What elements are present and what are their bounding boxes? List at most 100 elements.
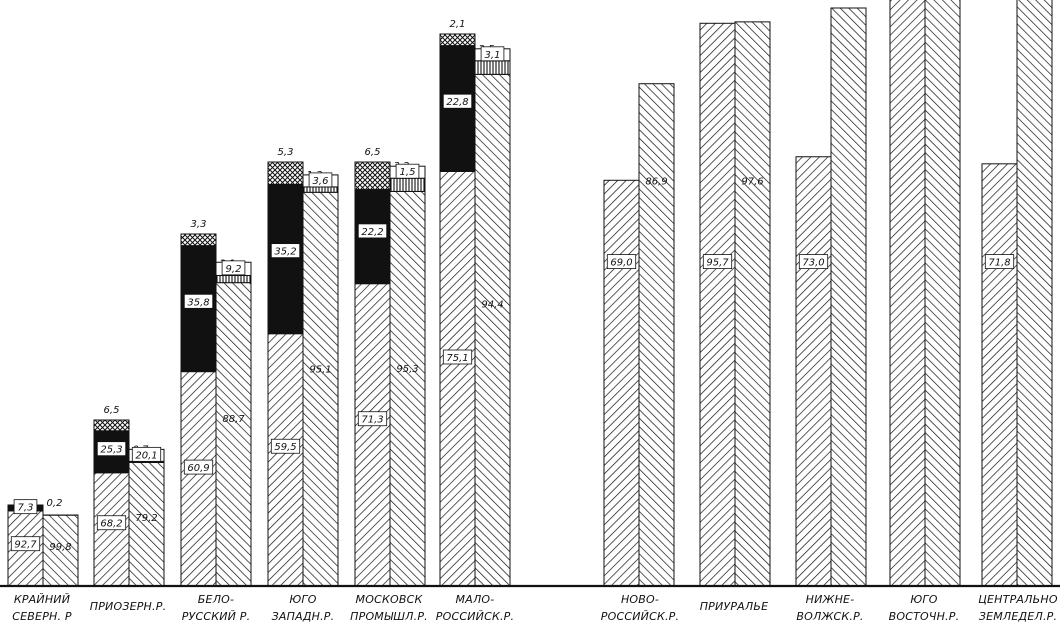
category-label: РОССИЙСК.Р. (436, 610, 514, 623)
category-label: КРАЙНИЙ (14, 593, 70, 606)
bar-value-label-box (606, 254, 637, 270)
bar-left-segment (180, 233, 217, 247)
category-label: СЕВЕРН. Р (12, 610, 72, 623)
bar-value-label: 2,1 (450, 19, 466, 30)
bar-value-label: 92,7 (14, 540, 37, 551)
bar-value-label-box (96, 441, 127, 457)
bar-value-label: 3,1 (485, 50, 501, 61)
bar-value-label-box (798, 254, 829, 270)
bar-value-label: 60,9 (187, 463, 209, 474)
bar-left-segment (354, 161, 391, 191)
bar-right-segment (302, 186, 339, 193)
bar-value-label: 22,8 (446, 97, 468, 108)
bar-value-label-box (221, 260, 246, 276)
bar-value-label: 3,6 (313, 176, 329, 187)
bar-value-label: 25,3 (100, 445, 122, 456)
category-label: ЗЕМЛЕДЕЛ.Р. (979, 610, 1057, 623)
bar-value-label: 6,5 (104, 405, 120, 416)
bar-right-segment (389, 190, 426, 587)
bar-value-label: 99,8 (49, 542, 71, 553)
bar-right-segment (830, 7, 867, 587)
bar-pair: 71,322,26,595,33,21,5 (354, 147, 426, 587)
category-label: НОВО- (621, 593, 659, 606)
bar-value-label: 5,3 (278, 147, 294, 158)
bar-pair: 69,0 86,9 (603, 83, 675, 587)
bar-value-label: 94,4 (481, 300, 503, 311)
bar-value-label-box (10, 536, 41, 552)
bar-right-segment (1016, 0, 1053, 587)
bar-left-segment (439, 170, 476, 587)
bar-value-label-box (13, 499, 38, 515)
bar-value-label: 20,1 (135, 450, 157, 461)
bar-left-segment (603, 179, 640, 587)
bar-right-segment (638, 83, 675, 587)
bar-value-label: 35,2 (274, 247, 296, 258)
bar-pair: 73,0 (795, 7, 867, 587)
bar-pair: 68,225,36,579,20,720,1 (93, 405, 165, 587)
bar-right-segment (734, 21, 771, 587)
bar-value-label-box (984, 254, 1015, 270)
bar-value-label: 0,2 (47, 498, 63, 509)
category-label: ЮГО (910, 593, 937, 606)
bar-value-label: 22,2 (361, 227, 383, 238)
category-label: РОССИЙСК.Р. (601, 610, 679, 623)
bar-left-segment (180, 371, 217, 587)
bar-value-label: 6,5 (365, 147, 381, 158)
bar-value-label: 95,1 (309, 364, 331, 375)
bar-right-segment (389, 177, 426, 192)
category-label: НИЖНЕ- (806, 593, 855, 606)
bar-value-label-box (442, 349, 473, 365)
bars-layer: 92,77,399,80,268,225,36,579,20,720,160,9… (7, 0, 1053, 587)
category-label: ЗАПАДН.Р. (272, 610, 335, 623)
bar-value-label-box (131, 446, 162, 462)
bar-value-label: 71,8 (988, 258, 1010, 269)
bar-value-label-box (442, 93, 473, 109)
bar-value-label: 68,2 (100, 519, 122, 530)
bar-left-segment (439, 33, 476, 47)
bar-value-label-box (395, 163, 420, 179)
bar-value-label: 95,3 (396, 364, 418, 375)
bar-value-label: 75,1 (446, 353, 468, 364)
bar-value-label: 95,7 (706, 258, 729, 269)
category-label: ЦЕНТРАЛЬНО (978, 593, 1058, 606)
bar-right-segment (215, 282, 252, 587)
bar-value-label: 35,8 (187, 297, 209, 308)
bar-value-label: 1,5 (400, 167, 416, 178)
bar-value-label-box (183, 293, 214, 309)
category-label: БЕЛО- (198, 593, 234, 606)
bar-right-segment (42, 514, 79, 587)
bar-value-label-box (183, 459, 214, 475)
bar-left-segment (267, 183, 304, 335)
bar-value-label: 88,7 (222, 414, 245, 425)
bar-value-label-box (270, 243, 301, 259)
bar-pair: 92,7 7,3 99,8 0,2 (7, 498, 79, 587)
category-label: ПРОМЫШЛ.Р. (350, 610, 428, 623)
bar-value-label: 69,0 (610, 258, 632, 269)
bar-right-segment (474, 60, 511, 75)
bar-right-segment (215, 274, 252, 284)
category-label: МАЛО- (456, 593, 495, 606)
bar-value-label-box (357, 223, 388, 239)
category-label: ВОЛЖСК.Р. (796, 610, 863, 623)
bar-value-label: 86,9 (645, 176, 667, 187)
bar-value-label-box (357, 411, 388, 427)
bar-value-label-box (702, 254, 733, 270)
bar-value-label: 3,3 (191, 219, 207, 230)
category-label: МОСКОВСК (356, 593, 424, 606)
bar-left-segment (93, 419, 130, 432)
bar-value-label: 73,0 (802, 258, 824, 269)
bar-value-label: 59,5 (274, 442, 296, 453)
bar-pair: 95,7 97,6 (699, 21, 771, 587)
bar-right-segment (302, 191, 339, 587)
category-labels-layer: КРАЙНИЙ СЕВЕРН. Р ПРИОЗЕРН.Р. БЕЛО- РУССКИЙ … (12, 593, 1058, 623)
bar-value-label-box (480, 46, 505, 62)
bar-left-segment (354, 283, 391, 587)
bar-left-segment (981, 163, 1018, 587)
bar-right-segment (474, 73, 511, 587)
category-label: РУССКИЙ Р. (182, 610, 251, 623)
bar-value-label: 71,3 (361, 415, 383, 426)
bar-value-label-box (308, 172, 333, 188)
bar-left-segment (795, 156, 832, 587)
bar-value-label-box (96, 515, 127, 531)
bar-right-segment (128, 461, 165, 587)
